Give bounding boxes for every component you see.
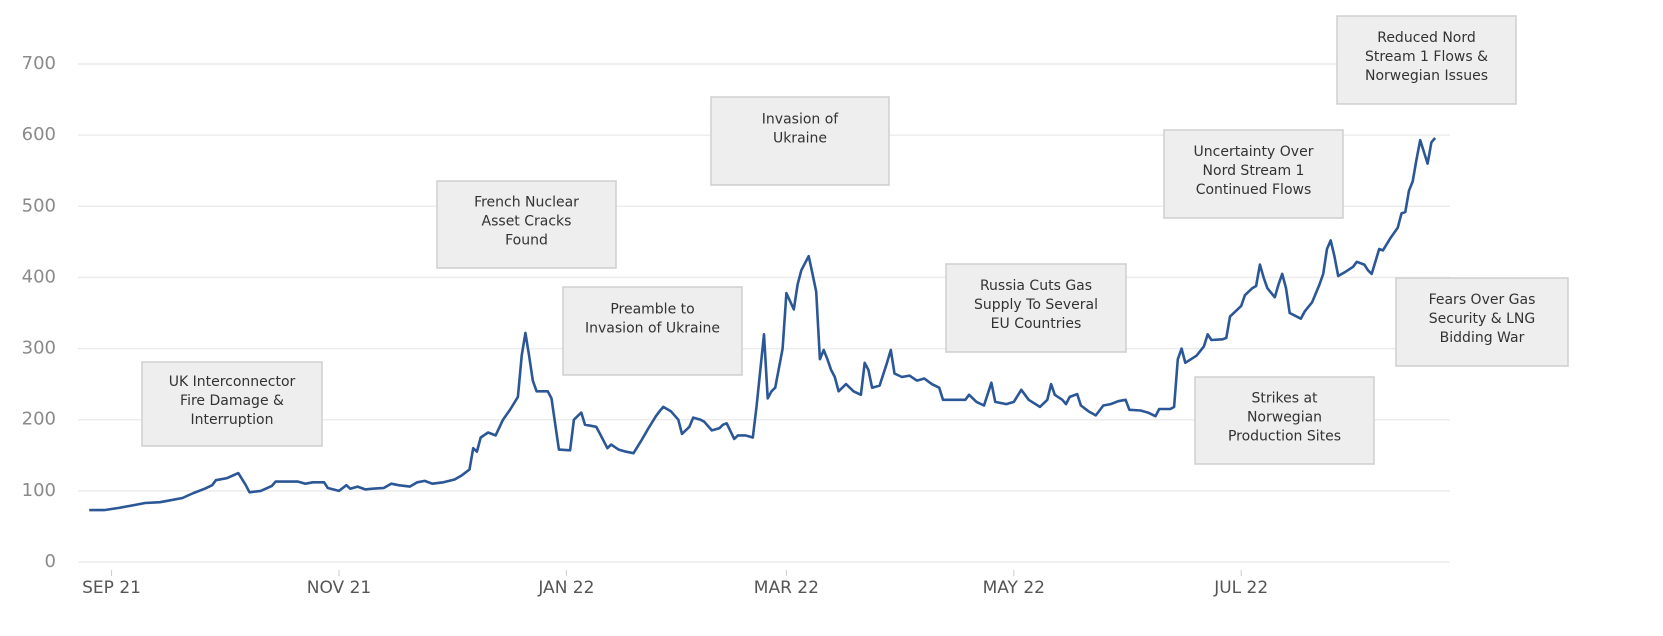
y-tick-label: 400 <box>22 266 56 287</box>
annotation-text: Continued Flows <box>1196 182 1312 198</box>
annotation-text: Norwegian Issues <box>1365 68 1488 84</box>
y-tick-label: 300 <box>22 338 56 359</box>
annotation-text: Fears Over Gas <box>1429 292 1536 308</box>
annotation: Preamble to Invasion of Ukraine <box>562 286 743 376</box>
annotation-text: Interruption <box>191 412 274 428</box>
y-tick-label: 200 <box>22 409 56 430</box>
annotation: Uncertainty Over Nord Stream 1 Continued F… <box>1163 129 1344 219</box>
annotation-text: Stream 1 Flows & <box>1365 49 1488 65</box>
annotation-text: Invasion of Ukraine <box>585 321 720 337</box>
x-tick-label: MAR 22 <box>754 578 819 598</box>
annotation: Fears Over Gas Security & LNG Bidding War <box>1395 277 1569 367</box>
annotation-box <box>1163 129 1344 219</box>
annotation-text: Security & LNG <box>1429 311 1535 327</box>
annotation-text: Nord Stream 1 <box>1203 163 1305 179</box>
annotation-text: Strikes at <box>1251 391 1318 407</box>
x-tick-label: JUL 22 <box>1213 578 1268 598</box>
annotation-text: Preamble to <box>610 302 694 318</box>
price-line <box>89 137 1437 512</box>
y-tick-label: 500 <box>22 195 56 216</box>
annotation-box <box>1194 376 1375 465</box>
annotation-box <box>710 96 890 186</box>
annotation-box <box>562 286 743 376</box>
annotation: Invasion of Ukraine <box>710 96 890 186</box>
annotation-text: Invasion of <box>762 112 840 128</box>
annotation-text: Fire Damage & <box>180 393 284 409</box>
annotation: French Nuclear Asset Cracks Found <box>436 180 617 269</box>
annotation-box <box>436 180 617 269</box>
y-tick-label: 0 <box>45 551 56 572</box>
annotation-text: French Nuclear <box>474 195 579 211</box>
y-tick-label: 600 <box>22 124 56 145</box>
annotation-text: Asset Cracks <box>482 214 572 230</box>
annotation-box <box>141 361 323 447</box>
annotation: UK Interconnector Fire Damage & Interrupti… <box>141 361 323 447</box>
annotation-text: Production Sites <box>1228 429 1341 445</box>
x-tick-label: NOV 21 <box>307 578 371 598</box>
annotation-text: Found <box>505 233 548 249</box>
annotation-text: Supply To Several <box>974 297 1098 313</box>
y-tick-label: 700 <box>22 53 56 74</box>
annotation-text: Ukraine <box>773 131 827 147</box>
annotation: Strikes at Norwegian Production Sites <box>1194 376 1375 465</box>
x-tick-label: SEP 21 <box>82 578 141 598</box>
annotation: Reduced Nord Stream 1 Flows & Norwegian Is… <box>1336 15 1517 105</box>
x-tick-label: JAN 22 <box>537 578 594 598</box>
y-tick-label: 100 <box>22 480 56 501</box>
annotation-text: UK Interconnector <box>169 374 296 390</box>
x-tick-label: MAY 22 <box>983 578 1045 598</box>
annotation-text: EU Countries <box>991 316 1082 332</box>
annotation: Russia Cuts Gas Supply To Several EU Count… <box>945 263 1127 353</box>
annotation-text: Reduced Nord <box>1377 30 1476 46</box>
annotation-text: Russia Cuts Gas <box>980 278 1092 294</box>
annotation-box <box>1336 15 1517 105</box>
annotation-text: Uncertainty Over <box>1194 144 1314 160</box>
annotation-text: Bidding War <box>1440 330 1525 346</box>
annotation-text: Norwegian <box>1247 410 1322 426</box>
annotation-box <box>1395 277 1569 367</box>
annotation-box <box>945 263 1127 353</box>
